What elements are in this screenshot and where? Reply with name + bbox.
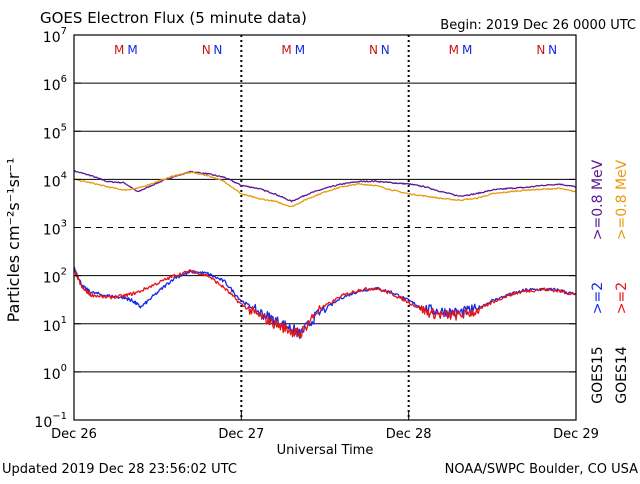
satellite-marker: N bbox=[369, 43, 378, 57]
y-tick-label: 104 bbox=[43, 170, 67, 190]
x-tick-label: Dec 29 bbox=[553, 427, 599, 442]
satellite-marker: M bbox=[462, 43, 472, 57]
begin-time: Begin: 2019 Dec 26 0000 UTC bbox=[440, 18, 636, 33]
series-line bbox=[73, 266, 577, 340]
x-axis-label: Universal Time bbox=[277, 443, 374, 458]
data-source: NOAA/SWPC Boulder, CO USA bbox=[445, 462, 638, 477]
satellite-marker: M bbox=[449, 43, 459, 57]
series-line bbox=[73, 171, 577, 208]
satellite-marker: N bbox=[213, 43, 222, 57]
y-tick-label: 100 bbox=[43, 363, 67, 383]
y-tick-label: 107 bbox=[43, 26, 67, 46]
satellite-marker: N bbox=[536, 43, 545, 57]
y-tick-label: 103 bbox=[43, 219, 67, 239]
day-divider-lines bbox=[240, 35, 410, 420]
grid-lines bbox=[74, 82, 576, 373]
chart-title: GOES Electron Flux (5 minute data) bbox=[40, 9, 307, 27]
y-tick-label: 102 bbox=[43, 267, 67, 287]
x-axis-ticks: Dec 26 Dec 27 Dec 28 Dec 29 bbox=[51, 412, 599, 442]
satellite-marker: N bbox=[202, 43, 211, 57]
y-tick-label: 101 bbox=[43, 315, 67, 335]
y-tick-label: 10−1 bbox=[34, 411, 67, 431]
y-axis-ticks: 107 106 105 104 103 102 101 100 10−1 bbox=[34, 26, 576, 431]
plot-frame bbox=[73, 34, 577, 421]
y-tick-label: 105 bbox=[43, 122, 67, 142]
x-tick-label: Dec 28 bbox=[386, 427, 432, 442]
data-series bbox=[73, 170, 577, 340]
series-line bbox=[73, 170, 577, 203]
y-axis-label: Particles cm⁻²s⁻¹sr⁻¹ bbox=[4, 158, 23, 323]
x-tick-label: Dec 26 bbox=[51, 427, 97, 442]
legend-goes14-label: GOES14 bbox=[614, 346, 630, 404]
satellite-marker: M bbox=[127, 43, 137, 57]
x-tick-label: Dec 27 bbox=[218, 427, 264, 442]
legend-goes15-gt08: >=0.8 MeV bbox=[590, 159, 606, 240]
legend-goes15-gt2: >=2 bbox=[590, 282, 606, 314]
series-line bbox=[73, 268, 577, 339]
legend-goes14-gt08: >=0.8 MeV bbox=[614, 159, 630, 240]
y-tick-label: 106 bbox=[43, 74, 67, 94]
legend-goes14-gt2: >=2 bbox=[614, 282, 630, 314]
satellite-marker: N bbox=[381, 43, 390, 57]
satellite-marker: M bbox=[295, 43, 305, 57]
satellite-marker: N bbox=[548, 43, 557, 57]
legend-goes15-label: GOES15 bbox=[590, 346, 606, 403]
satellite-marker: M bbox=[281, 43, 291, 57]
updated-timestamp: Updated 2019 Dec 28 23:56:02 UTC bbox=[2, 462, 237, 477]
satellite-marker: M bbox=[114, 43, 124, 57]
